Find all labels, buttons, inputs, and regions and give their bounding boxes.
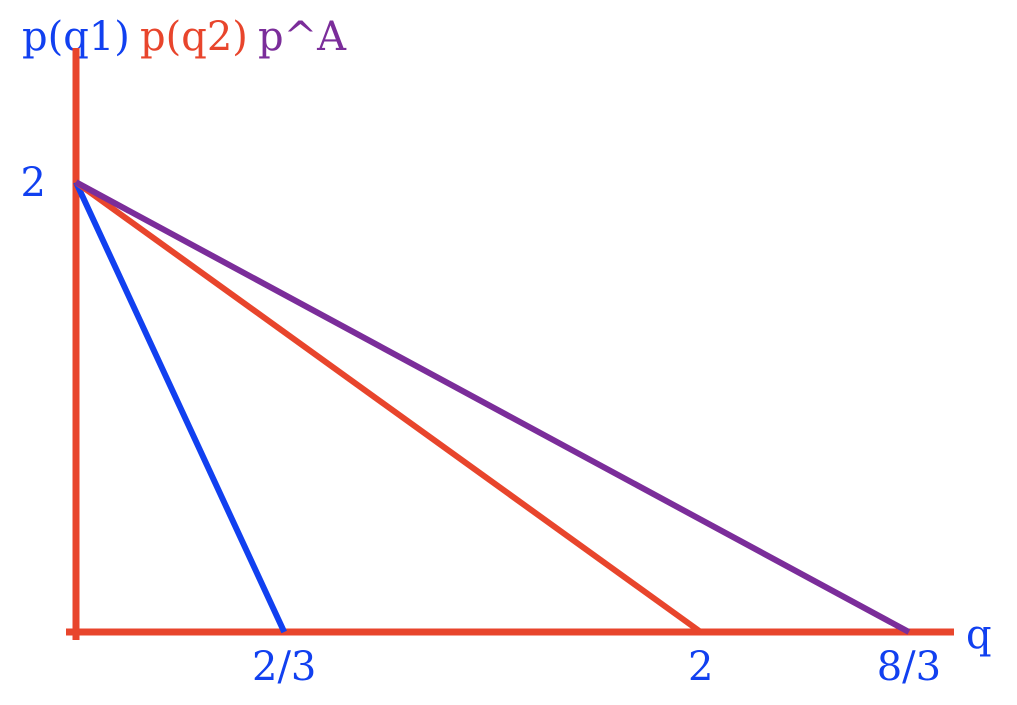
- x-tick-label: 2: [688, 644, 713, 690]
- tick-labels: 2/3 2 8/3 2: [21, 160, 942, 690]
- series-layer: [73, 179, 911, 635]
- legend: p(q1) p(q2) p^A: [22, 14, 347, 60]
- series-line-3: [74, 179, 911, 635]
- y-tick-label: 2: [21, 160, 46, 206]
- legend-item-p-a: p^A: [258, 14, 347, 60]
- series-line-2: [74, 179, 703, 635]
- x-tick-label: 2/3: [252, 644, 316, 690]
- series-line-1: [73, 180, 287, 634]
- legend-item-p-q2: p(q2): [140, 14, 248, 60]
- axes: [66, 48, 954, 640]
- x-tick-label: 8/3: [877, 644, 941, 690]
- x-axis-label: q: [966, 612, 992, 658]
